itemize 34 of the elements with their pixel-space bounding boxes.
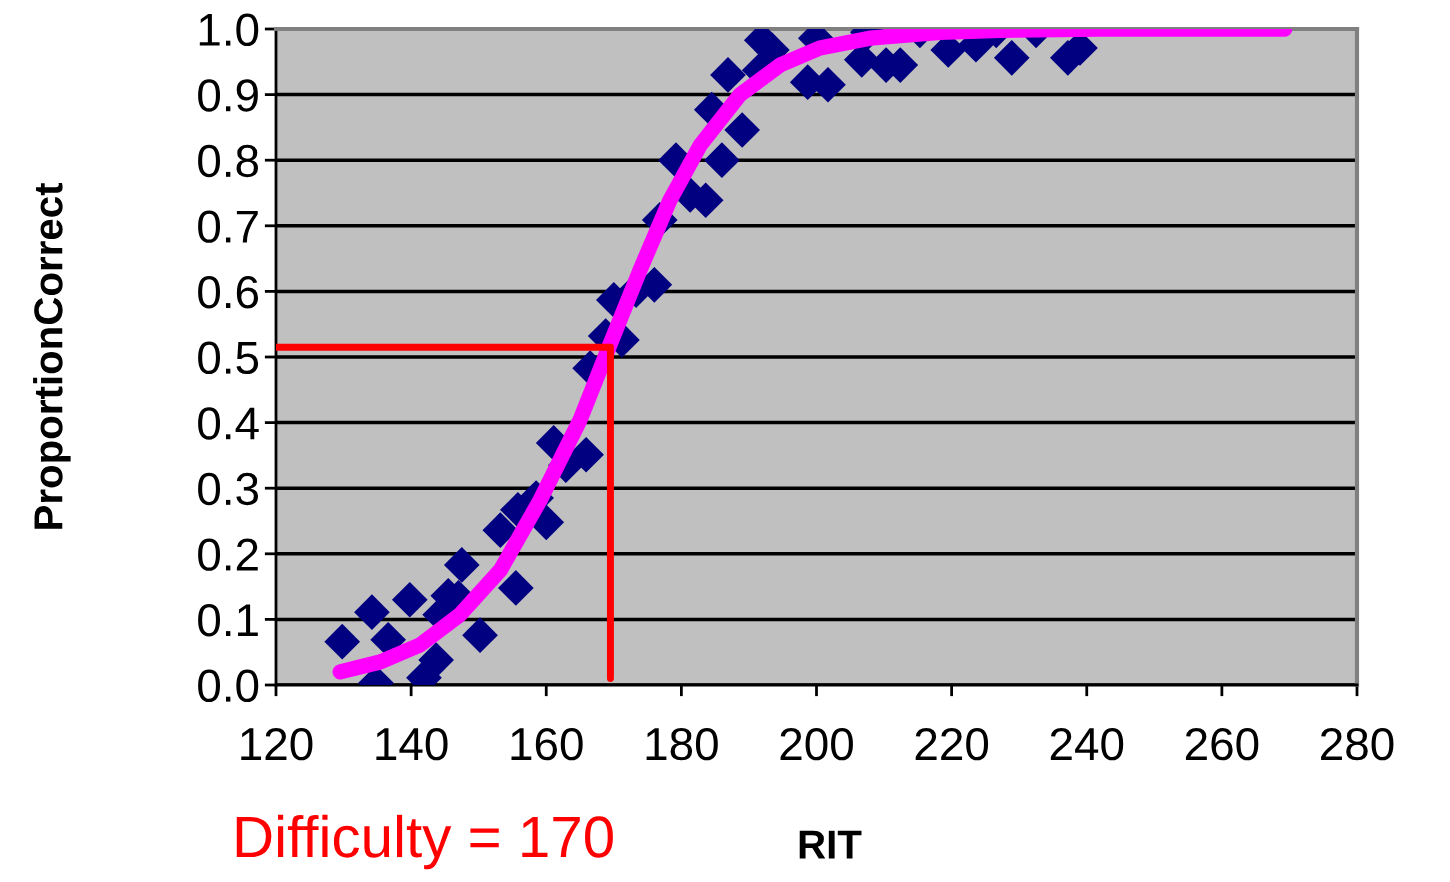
x-tick-label: 160 (511, 727, 583, 761)
y-tick-label: 0.3 (198, 472, 259, 506)
y-tick-label: 0.9 (198, 79, 258, 112)
point (443, 547, 480, 583)
y-axis-title: ProportionCorrect (33, 182, 71, 529)
x-tick-label: 200 (780, 727, 853, 761)
x-tick-label: 180 (646, 727, 718, 761)
y-tick-label: 0.2 (198, 538, 258, 571)
y-tick-label: 0.5 (198, 341, 259, 375)
text: Difficulty = 170 (236, 814, 613, 870)
x-tick-label: 120 (241, 727, 313, 761)
x-tick-label: 220 (915, 727, 989, 761)
point (498, 570, 534, 606)
point (462, 617, 498, 653)
point (704, 142, 740, 179)
x-tick-label: 260 (1185, 727, 1259, 761)
y-tick-label: 0.1 (198, 604, 258, 637)
y-tick-label: 0.7 (198, 210, 258, 243)
x-tick-label: 140 (376, 727, 448, 761)
y-tick-label: 1.0 (199, 13, 259, 47)
x-tick-label: 240 (1050, 727, 1124, 761)
y-tick-label: 0.4 (198, 407, 259, 440)
point (391, 581, 428, 618)
y-tick-label: 0.8 (198, 144, 259, 178)
point (354, 594, 390, 631)
y-tick-label: 0.0 (198, 669, 259, 703)
y-tick-label: 0.6 (198, 276, 259, 309)
x-axis-title: RIT (799, 830, 862, 859)
x-tick-label: 280 (1321, 727, 1394, 761)
point (710, 57, 746, 93)
point (724, 112, 761, 148)
point (324, 623, 361, 660)
point (418, 642, 454, 678)
point (993, 40, 1030, 76)
